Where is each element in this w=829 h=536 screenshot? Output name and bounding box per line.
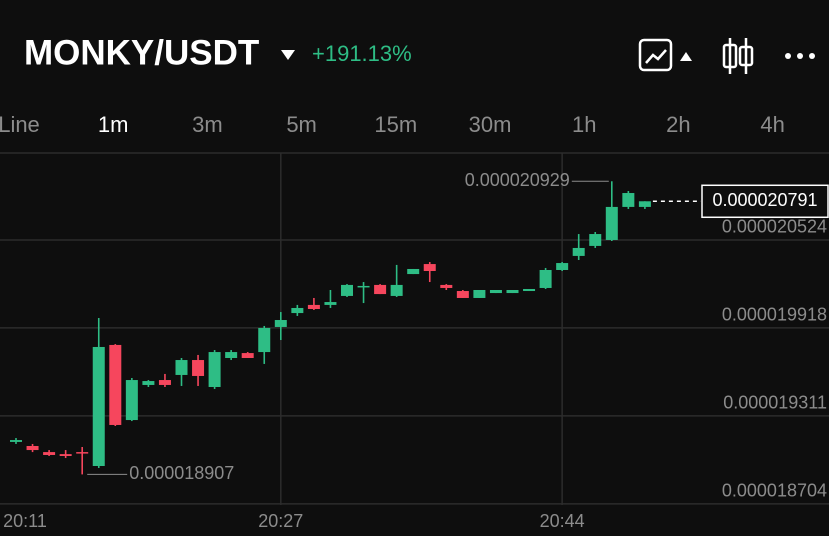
candle-body [241,353,254,358]
y-tick-label: 0.000020524 [722,217,827,237]
candle-body [175,360,188,375]
candle-body [638,201,651,207]
candle-body [142,381,155,385]
indicator-button[interactable] [722,38,754,74]
candle-body [539,269,552,288]
candle-body [324,302,337,305]
candle-body [43,452,56,455]
y-tick-label: 0.000018704 [722,481,827,501]
candle-body [125,380,138,421]
candle-body [291,307,304,314]
candle-body [556,263,569,270]
candle-body [589,234,602,246]
more-button[interactable] [785,53,815,59]
timeframe-tab[interactable]: 1m [98,112,129,137]
high-label: 0.000020929 [465,170,570,190]
last-price: 0.000020791 [712,190,817,210]
candle-body [622,193,635,207]
candle-body [92,346,105,467]
timeframe-tab[interactable]: 4h [760,112,784,137]
y-tick-label: 0.000019311 [723,393,827,413]
candle-body [440,284,453,288]
pair-title[interactable]: MONKY/USDT [24,33,259,72]
candle-body [407,268,420,275]
candle-body [192,360,205,376]
timeframe-tab[interactable]: 2h [666,112,690,137]
candle-body [473,290,486,298]
candle-body [158,380,171,385]
candle-body [390,284,403,296]
candle-body [76,452,89,454]
candle-body [341,284,353,296]
candle-body [208,352,221,387]
candle-body [489,290,502,294]
candle-body [374,284,387,295]
price-change: +191.13% [312,41,412,66]
timeframe-tab[interactable]: 5m [286,112,317,137]
candle-body [506,290,519,294]
timeframe-tab[interactable]: 1h [572,112,596,137]
timeframe-tab[interactable]: 30m [469,112,512,137]
candle-body [423,264,436,272]
candle-body [456,291,469,298]
candle-body [523,288,536,292]
timeframe-tab[interactable]: Line [0,112,40,137]
candle-body [59,454,72,456]
x-tick-label: 20:11 [3,511,47,531]
last-price-box [701,184,829,219]
timeframe-tab[interactable]: 15m [374,112,417,137]
candle-body [307,304,320,309]
candle-body [605,206,618,240]
candle-body [274,320,287,327]
candle-body [26,445,39,451]
x-tick-label: 20:44 [540,511,585,531]
candle-body [225,352,238,358]
x-tick-label: 20:27 [258,511,303,531]
y-tick-label: 0.000019918 [722,305,827,325]
timeframe-tab[interactable]: 3m [192,112,223,137]
candle-body [572,247,585,256]
candle-body [10,440,22,442]
chart-type-button[interactable] [638,38,692,72]
pair-dropdown[interactable] [281,50,295,60]
candle-body [357,285,370,288]
candle-body [109,344,122,425]
candle-body [258,327,271,353]
low-label: 0.000018907 [129,463,234,483]
